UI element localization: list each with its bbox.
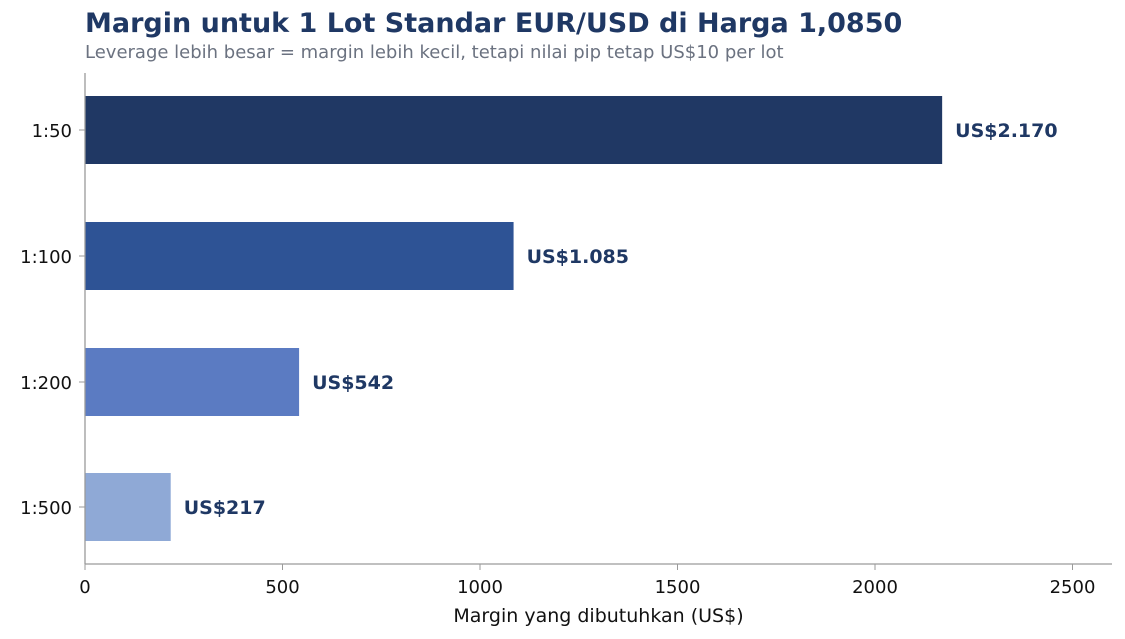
bars-layer (85, 96, 943, 541)
y-tick-label-1-100: 1:100 (20, 247, 72, 268)
x-tick-label-500: 500 (265, 577, 299, 598)
y-tick-label-1-500: 1:500 (20, 498, 72, 519)
bar-1-50 (85, 96, 943, 164)
bar-1-100 (85, 222, 514, 290)
y-tick-label-1-50: 1:50 (32, 121, 72, 142)
data-label-1-100: US$1.085 (527, 246, 629, 268)
x-tick-label-2500: 2500 (1050, 577, 1096, 598)
chart-title: Margin untuk 1 Lot Standar EUR/USD di Ha… (85, 8, 903, 39)
data-label-1-200: US$542 (312, 372, 394, 394)
x-tick-label-0: 0 (79, 577, 90, 598)
chart-subtitle: Leverage lebih besar = margin lebih keci… (85, 42, 784, 63)
y-tick-label-1-200: 1:200 (20, 373, 72, 394)
axes-layer: 1:50 1:100 1:200 1:500 0 500 1000 1500 2000 2500 (20, 73, 1112, 598)
x-tick-label-1500: 1500 (655, 577, 701, 598)
bar-1-200 (85, 348, 300, 416)
data-label-1-500: US$217 (184, 497, 266, 519)
x-axis-title: Margin yang dibutuhkan (US$) (453, 605, 743, 627)
data-labels-layer: US$2.170 US$1.085 US$542 US$217 (184, 120, 1058, 519)
x-tick-label-2000: 2000 (852, 577, 898, 598)
x-tick-label-1000: 1000 (457, 577, 503, 598)
bar-1-500 (85, 473, 171, 541)
data-label-1-50: US$2.170 (955, 120, 1057, 142)
